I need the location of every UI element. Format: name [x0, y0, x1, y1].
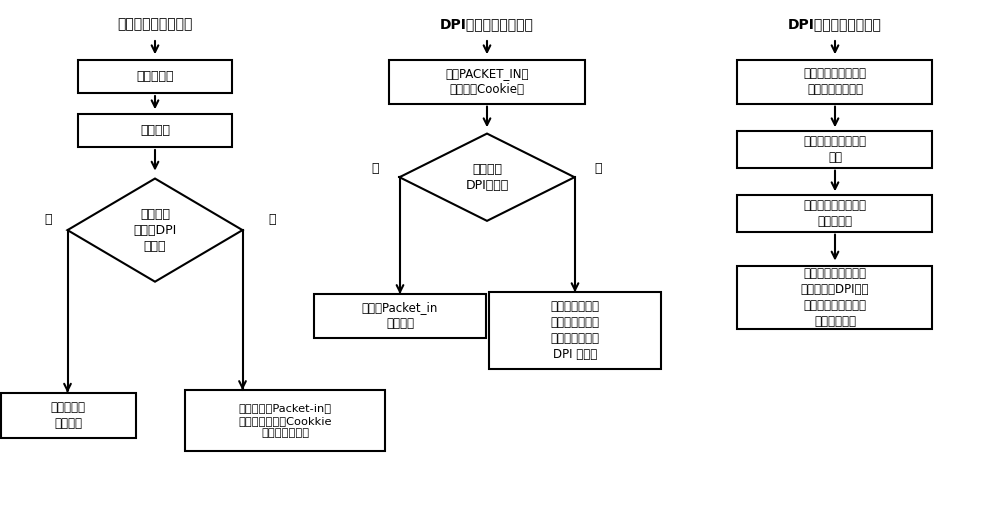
FancyBboxPatch shape	[78, 60, 232, 93]
Text: 处理后的数据包需转
发，则通过DPI控制
器发送到对应的转发
设备对应端口: 处理后的数据包需转 发，则通过DPI控制 器发送到对应的转发 设备对应端口	[801, 267, 869, 328]
Text: 表项应送
DPI服务器: 表项应送 DPI服务器	[465, 163, 509, 191]
FancyBboxPatch shape	[737, 266, 932, 329]
Text: 接收控制器发来的数
据包和表项标识码: 接收控制器发来的数 据包和表项标识码	[804, 68, 866, 96]
Polygon shape	[399, 133, 574, 221]
Text: 是: 是	[594, 162, 602, 175]
Text: 是: 是	[268, 213, 276, 226]
Text: 接收数据包: 接收数据包	[136, 70, 174, 83]
Polygon shape	[68, 179, 242, 282]
FancyBboxPatch shape	[78, 114, 232, 147]
Text: 处理PACKET_IN报
文，分析Cookie域: 处理PACKET_IN报 文，分析Cookie域	[445, 68, 529, 96]
Text: 否: 否	[44, 213, 52, 226]
Text: DPI控制器的运行流程: DPI控制器的运行流程	[440, 17, 534, 31]
Text: 按照表项标识码查找
表项: 按照表项标识码查找 表项	[804, 135, 866, 163]
FancyBboxPatch shape	[185, 390, 385, 451]
Text: 按表项操作
行为处理: 按表项操作 行为处理	[50, 401, 86, 430]
Text: 网络设备的运行流程: 网络设备的运行流程	[117, 17, 193, 31]
FancyBboxPatch shape	[389, 60, 584, 104]
FancyBboxPatch shape	[737, 60, 932, 104]
FancyBboxPatch shape	[489, 292, 661, 369]
FancyBboxPatch shape	[737, 131, 932, 168]
Text: 否: 否	[371, 162, 379, 175]
Text: 高数据包以Packet-in报
文送控制器，在Cookkie
域填表项标识码: 高数据包以Packet-in报 文送控制器，在Cookkie 域填表项标识码	[238, 403, 332, 438]
FancyBboxPatch shape	[314, 294, 486, 338]
Text: 从报文取出数据
包，连同对应的
表项标识码，送
DPI 服务器: 从报文取出数据 包，连同对应的 表项标识码，送 DPI 服务器	[550, 300, 600, 361]
FancyBboxPatch shape	[737, 195, 932, 232]
Text: 按照表项指定的操作
处理数据包: 按照表项指定的操作 处理数据包	[804, 199, 866, 227]
Text: 匹配表项: 匹配表项	[140, 124, 170, 137]
Text: 按普通Packet_in
报文处理: 按普通Packet_in 报文处理	[362, 302, 438, 330]
Text: 表项操作
为转发DPI
服务器: 表项操作 为转发DPI 服务器	[133, 207, 177, 253]
FancyBboxPatch shape	[1, 393, 136, 438]
Text: DPI服务器的运行流程: DPI服务器的运行流程	[788, 17, 882, 31]
